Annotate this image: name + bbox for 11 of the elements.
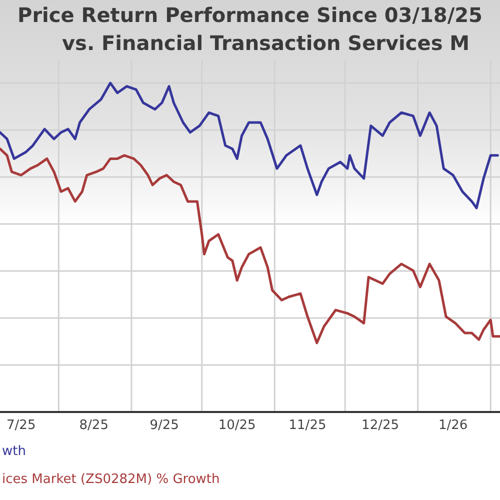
text: ices Market (ZS0282M) % Growth bbox=[2, 471, 220, 489]
x-tick-label: 10/25 bbox=[218, 418, 256, 434]
text: wth bbox=[2, 443, 27, 461]
chart-title: Price Return Performance Since 03/18/25 bbox=[16, 3, 484, 27]
x-tick-label: 8/25 bbox=[79, 418, 108, 434]
chart-subtitle: vs. Financial Transaction Services M bbox=[62, 31, 470, 55]
x-tick-label: 11/25 bbox=[288, 418, 326, 434]
x-tick-label: 9/25 bbox=[150, 418, 179, 434]
x-tick-label: 1/26 bbox=[438, 418, 468, 434]
x-tick-label: 12/25 bbox=[362, 418, 400, 434]
x-tick-label: 7/25 bbox=[6, 418, 36, 434]
